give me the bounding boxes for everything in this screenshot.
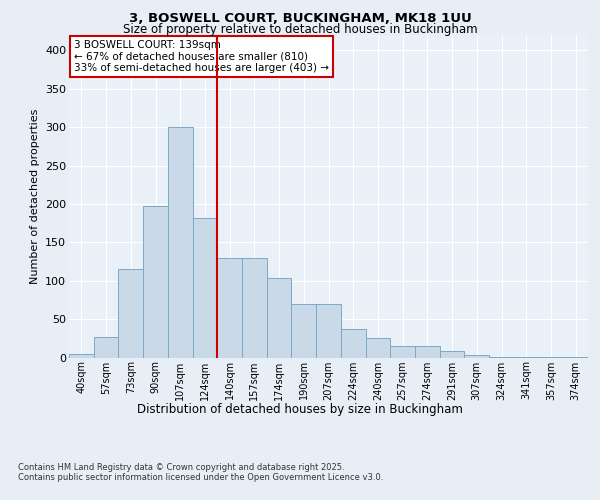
Bar [514,356,539,358]
Bar [94,337,118,357]
Bar [563,356,588,358]
Bar [217,258,242,358]
Text: Size of property relative to detached houses in Buckingham: Size of property relative to detached ho… [122,22,478,36]
Y-axis label: Number of detached properties: Number of detached properties [29,108,40,284]
Bar [415,346,440,358]
Text: 3, BOSWELL COURT, BUCKINGHAM, MK18 1UU: 3, BOSWELL COURT, BUCKINGHAM, MK18 1UU [128,12,472,26]
Bar [341,329,365,358]
Bar [69,354,94,358]
Bar [464,355,489,358]
Bar [292,304,316,358]
Bar [168,127,193,358]
Text: Distribution of detached houses by size in Buckingham: Distribution of detached houses by size … [137,402,463,415]
Bar [143,206,168,358]
Bar [118,269,143,358]
Bar [539,356,563,358]
Text: Contains HM Land Registry data © Crown copyright and database right 2025.: Contains HM Land Registry data © Crown c… [18,462,344,471]
Bar [193,218,217,358]
Text: Contains public sector information licensed under the Open Government Licence v3: Contains public sector information licen… [18,472,383,482]
Bar [440,352,464,358]
Bar [390,346,415,358]
Text: 3 BOSWELL COURT: 139sqm
← 67% of detached houses are smaller (810)
33% of semi-d: 3 BOSWELL COURT: 139sqm ← 67% of detache… [74,40,329,73]
Bar [316,304,341,358]
Bar [489,356,514,358]
Bar [365,338,390,357]
Bar [267,278,292,357]
Bar [242,258,267,358]
